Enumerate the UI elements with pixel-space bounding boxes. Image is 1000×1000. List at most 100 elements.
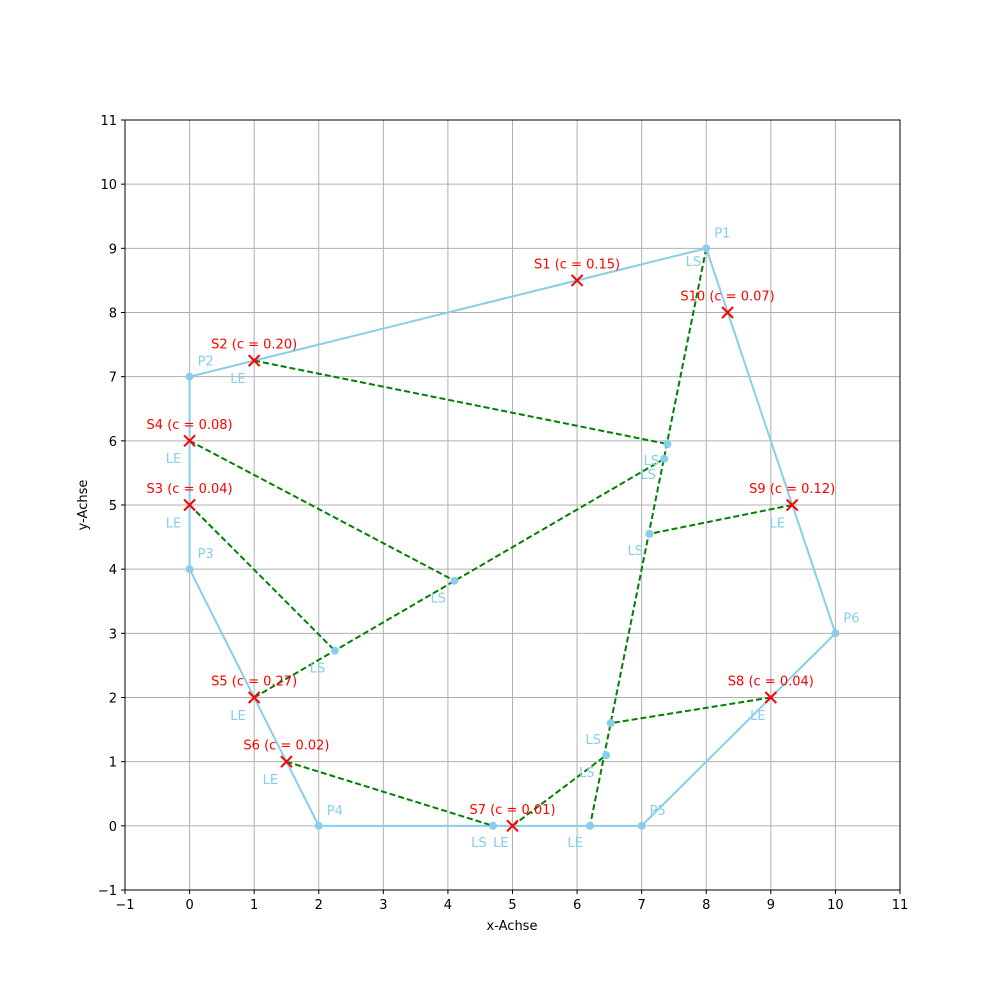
polygon-vertex	[831, 629, 840, 638]
intersection-point	[660, 454, 669, 463]
intersection-point	[586, 821, 594, 830]
x-tick-label: 11	[892, 898, 909, 913]
y-tick-label: 7	[109, 371, 117, 386]
sensor-marker	[280, 755, 293, 768]
x-tick-label: −1	[115, 898, 134, 913]
sensor-label: S7 (c = 0.01)	[469, 803, 555, 818]
y-tick-label: 8	[109, 307, 117, 322]
y-tick-label: 1	[109, 756, 117, 771]
polygon-vertex-label: P3	[198, 547, 214, 562]
sensor-marker	[247, 691, 261, 704]
x-tick-label: 7	[638, 898, 646, 913]
sensor-label: S3 (c = 0.04)	[147, 482, 233, 497]
x-tick-label: 4	[444, 898, 452, 913]
y-tick-label: 10	[100, 178, 117, 193]
x-tick-label: 1	[250, 898, 258, 913]
annotation-label: LE	[567, 836, 582, 851]
y-tick-label: −1	[98, 884, 117, 899]
x-tick-label: 9	[767, 898, 775, 913]
sensor-label: S9 (c = 0.12)	[749, 482, 835, 497]
annotation-label: LS	[644, 454, 660, 469]
sensor-label: S8 (c = 0.04)	[728, 675, 814, 690]
intersection-point	[606, 719, 615, 728]
annotation-label: LE	[166, 516, 181, 531]
y-tick-label: 4	[109, 563, 117, 578]
annotation-label: LE	[263, 773, 278, 788]
x-tick-label: 5	[508, 898, 516, 913]
sensor-label: S5 (c = 0.27)	[211, 675, 297, 690]
sensor-marker	[506, 819, 519, 833]
annotation-label: LS	[686, 255, 702, 270]
link-line	[253, 359, 668, 446]
annotation-label: LS	[585, 733, 601, 748]
polygon-vertex-label: P2	[198, 355, 214, 370]
annotation-label: LE	[770, 516, 785, 531]
link-line	[189, 439, 455, 582]
link-line	[188, 504, 336, 652]
y-tick-label: 0	[109, 820, 117, 835]
y-tick-label: 5	[109, 499, 117, 514]
sensor-label: S2 (c = 0.20)	[211, 338, 297, 353]
link-line	[649, 504, 793, 535]
intersection-point	[645, 529, 654, 538]
polygon-vertex	[185, 372, 194, 381]
intersection-point	[489, 821, 498, 830]
intersection-point	[602, 751, 611, 760]
sensor-marker	[183, 498, 196, 512]
polygon-vertex-label: P4	[327, 804, 343, 819]
x-tick-label: 3	[379, 898, 387, 913]
link-line	[253, 457, 665, 699]
x-tick-label: 10	[827, 898, 844, 913]
polygon-vertex-label: P6	[843, 611, 859, 626]
polygon-vertex	[702, 244, 711, 253]
link-line	[286, 760, 494, 827]
polygon-vertex-label: P1	[714, 226, 730, 241]
annotation-label: LS	[579, 766, 595, 781]
annotation-label: LS	[430, 591, 446, 606]
link-line	[610, 696, 771, 725]
sensor-marker	[183, 434, 196, 448]
link-line	[589, 248, 708, 827]
sensor-marker	[764, 691, 778, 704]
intersection-point	[450, 576, 459, 585]
annotation-label: LS	[310, 661, 326, 676]
annotation-label: LE	[493, 836, 508, 851]
x-tick-label: 0	[185, 898, 193, 913]
x-tick-label: 6	[573, 898, 581, 913]
polygon-vertex	[314, 821, 323, 830]
annotation-label: LS	[627, 544, 643, 559]
x-axis-title: x-Achse	[487, 919, 538, 934]
annotation-label: LE	[230, 709, 245, 724]
y-tick-label: 9	[109, 242, 117, 257]
polygon-vertex	[637, 821, 646, 830]
polygon-vertex-label: P5	[650, 804, 666, 819]
sensor-label: S4 (c = 0.08)	[147, 418, 233, 433]
link-line	[511, 754, 607, 827]
y-axis-title: y-Achse	[76, 480, 91, 531]
intersection-point	[330, 646, 339, 655]
sensor-marker	[721, 306, 734, 319]
y-tick-label: 3	[109, 627, 117, 642]
annotation-label: LE	[166, 452, 181, 467]
annotation-label: LE	[230, 372, 245, 387]
sensor-label: S1 (c = 0.15)	[534, 257, 620, 272]
y-tick-label: 6	[109, 435, 117, 450]
sensor-marker	[247, 354, 261, 367]
sensor-marker	[785, 498, 799, 512]
y-tick-label: 11	[100, 114, 117, 129]
x-tick-label: 2	[315, 898, 323, 913]
sensor-label: S6 (c = 0.02)	[243, 739, 329, 754]
sensor-label: S10 (c = 0.07)	[680, 290, 774, 305]
x-tick-label: 8	[702, 898, 710, 913]
annotation-label: LS	[471, 836, 487, 851]
y-tick-label: 2	[109, 692, 117, 707]
annotation-label: LS	[640, 468, 656, 483]
intersection-point	[663, 440, 672, 449]
sensor-marker	[570, 274, 584, 287]
polygon-vertex	[185, 565, 194, 574]
annotation-label: LE	[750, 709, 765, 724]
axes: −1 0 1 2 3 4 5 6 7 8 9 10 11 −1 0 1 2 3 4 5 6 7 8 9 10 11	[98, 114, 908, 913]
